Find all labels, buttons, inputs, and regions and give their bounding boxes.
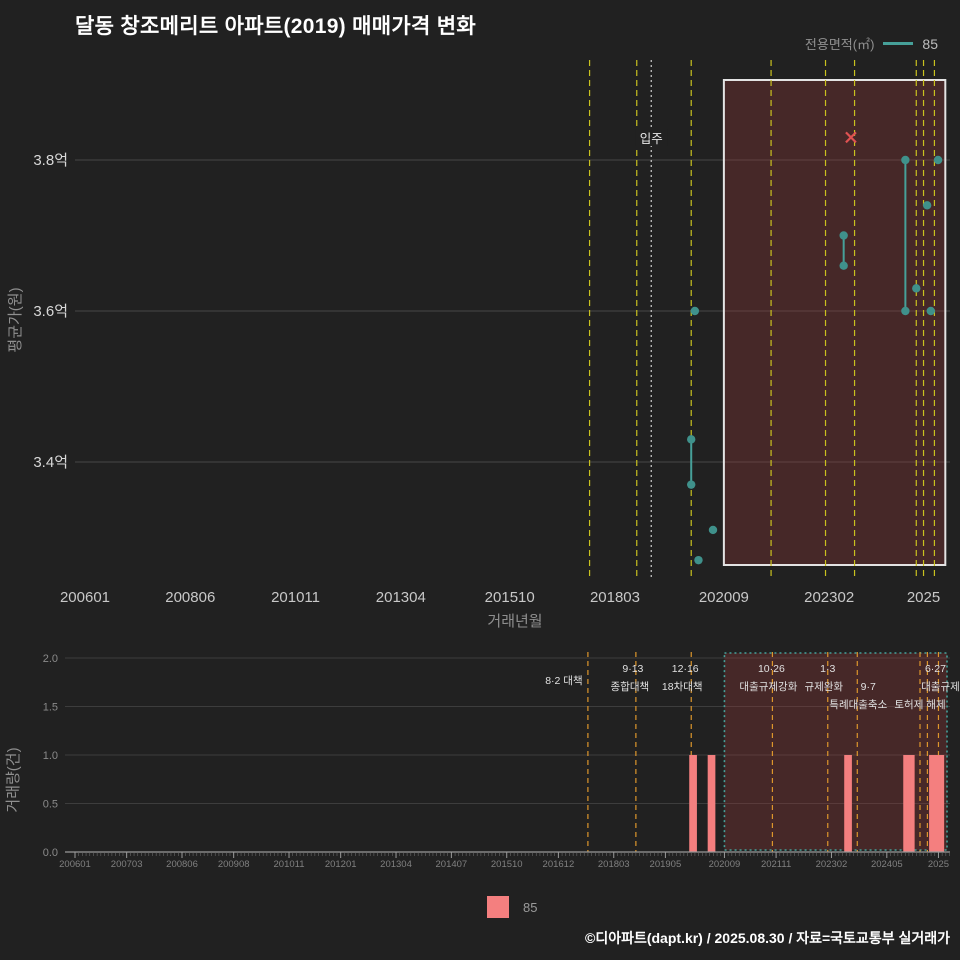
volume-gridlines: [65, 657, 950, 804]
price-series: [687, 155, 943, 565]
legend-area-value: 85: [922, 35, 938, 52]
svg-text:대출규제: 대출규제: [921, 681, 960, 693]
svg-text:1.0: 1.0: [43, 750, 58, 762]
legend-bar-swatch: [487, 896, 509, 918]
svg-text:202302: 202302: [804, 589, 854, 606]
svg-text:18차대책: 18차대책: [662, 681, 703, 693]
svg-text:8·2 대책: 8·2 대책: [545, 675, 582, 687]
svg-text:토허제 해제: 토허제 해제: [894, 698, 945, 711]
svg-text:201905: 201905: [650, 859, 682, 870]
svg-text:201201: 201201: [325, 859, 357, 870]
svg-text:200908: 200908: [218, 859, 250, 870]
svg-text:200703: 200703: [111, 859, 143, 870]
svg-text:201304: 201304: [376, 589, 426, 606]
svg-text:3.6억: 3.6억: [33, 303, 68, 320]
svg-text:12·16: 12·16: [672, 663, 699, 675]
legend-bar-series: 85: [487, 896, 537, 918]
svg-text:201304: 201304: [380, 859, 412, 870]
price-policy-lines: [588, 60, 936, 580]
volume-axis-labels: 0.0 0.5 1.0 1.5 2.0 200601 200703 200806 200908 2…: [5, 653, 949, 870]
legend-area-series: 전용면적(㎡) 85: [805, 34, 938, 53]
svg-text:입주: 입주: [640, 132, 663, 146]
svg-text:평균가(원): 평균가(원): [7, 287, 24, 352]
svg-text:201011: 201011: [271, 589, 320, 606]
svg-text:201803: 201803: [590, 589, 640, 606]
svg-text:200806: 200806: [165, 589, 215, 606]
svg-text:202111: 202111: [761, 859, 791, 870]
move-in-line: 입주: [635, 60, 668, 580]
svg-text:201510: 201510: [491, 859, 523, 870]
volume-chart: 0.0 0.5 1.0 1.5 2.0 200601 200703 200806 200908 2…: [5, 652, 960, 870]
legend-bar-value: 85: [523, 899, 538, 915]
svg-text:규제완화: 규제완화: [804, 680, 843, 693]
svg-text:3.8억: 3.8억: [33, 152, 68, 169]
svg-text:202302: 202302: [816, 859, 848, 870]
svg-text:특례대출축소: 특례대출축소: [829, 699, 887, 711]
policy-annotations: 8·2 대책 9·13 종합대책 12·16 18차대책 10·26 대출규제강화 1·3 규제…: [545, 663, 960, 711]
svg-text:0.0: 0.0: [43, 847, 58, 859]
svg-text:202009: 202009: [709, 859, 741, 870]
svg-text:9·13: 9·13: [622, 663, 643, 675]
svg-text:0.5: 0.5: [43, 799, 58, 811]
svg-text:2.0: 2.0: [43, 653, 58, 665]
svg-text:201803: 201803: [598, 859, 630, 870]
svg-text:200601: 200601: [59, 859, 91, 870]
footer-credit: ©디아파트(dapt.kr) / 2025.08.30 / 자료=국토교통부 실…: [585, 930, 950, 946]
svg-text:거래량(건): 거래량(건): [5, 747, 22, 812]
svg-text:거래년월: 거래년월: [487, 613, 542, 630]
price-gridlines: [75, 159, 950, 463]
page-title: 달동 창조메리트 아파트(2019) 매매가격 변화: [75, 15, 476, 38]
svg-text:201011: 201011: [274, 859, 305, 870]
price-chart: 3.8억 3.6억 3.4억 200601 200806 201011 201304 2015…: [7, 60, 950, 630]
price-axis-labels: 3.8억 3.6억 3.4억 200601 200806 201011 201304 2015…: [7, 152, 940, 630]
svg-text:3.4억: 3.4억: [33, 454, 68, 471]
svg-text:종합대책: 종합대책: [611, 681, 650, 693]
cancelled-marker: [845, 131, 857, 144]
svg-text:202405: 202405: [871, 859, 903, 870]
svg-text:201510: 201510: [485, 589, 535, 606]
svg-text:1.5: 1.5: [43, 702, 58, 714]
legend-area-label: 전용면적(㎡): [804, 37, 875, 52]
svg-text:201407: 201407: [436, 859, 468, 870]
legend-line-swatch: [883, 42, 914, 45]
svg-text:대출규제강화: 대출규제강화: [739, 681, 797, 693]
svg-text:200601: 200601: [60, 589, 110, 606]
svg-text:10·26: 10·26: [758, 663, 785, 675]
svg-text:2025: 2025: [907, 589, 940, 606]
svg-text:1·3: 1·3: [820, 663, 835, 675]
svg-text:201612: 201612: [543, 859, 575, 870]
svg-text:200806: 200806: [166, 859, 198, 870]
volume-policy-lines: [587, 652, 940, 852]
svg-text:6·27: 6·27: [925, 663, 946, 675]
svg-text:9·7: 9·7: [861, 681, 876, 693]
volume-x-axis: [65, 851, 950, 858]
price-highlight-region: [722, 79, 947, 566]
svg-text:2025: 2025: [928, 859, 949, 870]
svg-text:202009: 202009: [699, 589, 749, 606]
volume-bars: [689, 755, 945, 852]
